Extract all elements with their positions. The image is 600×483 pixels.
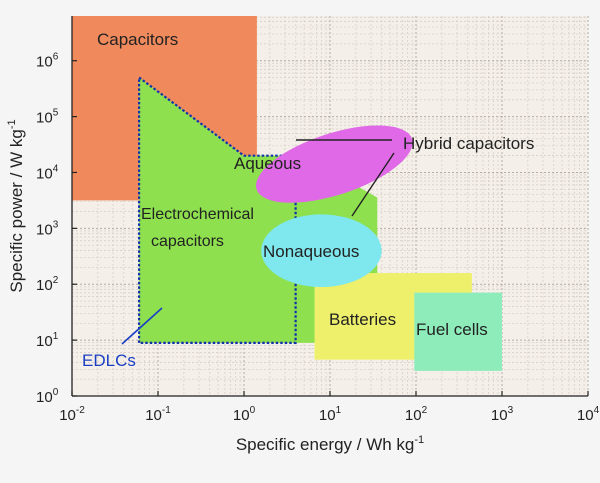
x-tick-base: 10 bbox=[233, 407, 250, 424]
y-tick-base: 10 bbox=[36, 221, 53, 238]
nonaqueous-label: Nonaqueous bbox=[263, 242, 359, 261]
y-tick-label: 104 bbox=[36, 163, 59, 182]
y-axis-title: Specific power / W kg-1 bbox=[6, 119, 26, 292]
aqueous-label: Aqueous bbox=[234, 154, 301, 173]
tick-marks bbox=[71, 60, 589, 397]
x-tick-exp: 3 bbox=[508, 405, 514, 416]
x-tick-exp: 1 bbox=[336, 405, 342, 416]
y-tick-base: 10 bbox=[36, 165, 53, 182]
x-tick-label: 100 bbox=[233, 405, 256, 424]
y-tick-label: 103 bbox=[36, 219, 59, 238]
edlcs-boundary bbox=[137, 75, 297, 345]
x-tick-base: 10 bbox=[59, 407, 76, 424]
y-tick-exp: 5 bbox=[53, 108, 59, 119]
capacitors-label: Capacitors bbox=[97, 30, 178, 49]
x-tick-exp: -2 bbox=[76, 405, 85, 416]
x-axis-title: Specific energy / Wh kg-1 bbox=[236, 434, 424, 454]
y-tick-label: 101 bbox=[36, 331, 59, 350]
x-tick-label: 103 bbox=[491, 405, 514, 424]
hybrid-nonaqueous-leader bbox=[351, 152, 395, 217]
x-axis-title-text: Specific energy / Wh kg bbox=[236, 435, 415, 454]
x-tick-exp: 2 bbox=[422, 405, 428, 416]
x-tick-base: 10 bbox=[319, 407, 336, 424]
fuel-cells-label: Fuel cells bbox=[416, 320, 488, 339]
x-tick-base: 10 bbox=[491, 407, 508, 424]
hybrid-capacitors-label: Hybrid capacitors bbox=[403, 134, 534, 153]
y-tick-exp: 2 bbox=[53, 275, 59, 286]
y-tick-exp: 3 bbox=[53, 219, 59, 230]
y-tick-exp: 4 bbox=[53, 163, 59, 174]
x-tick-exp: -1 bbox=[162, 405, 171, 416]
y-tick-label: 105 bbox=[36, 108, 59, 127]
electrochemical-label: Electrochemical bbox=[141, 206, 254, 223]
capacitors-sub-label: capacitors bbox=[151, 233, 224, 250]
edlcs-label: EDLCs bbox=[82, 351, 136, 370]
y-tick-label: 100 bbox=[36, 387, 59, 406]
nonaqueous-region bbox=[261, 214, 382, 288]
y-tick-exp: 0 bbox=[53, 387, 59, 398]
x-axis-title-sup: -1 bbox=[414, 434, 424, 446]
y-tick-label: 102 bbox=[36, 275, 59, 294]
y-tick-exp: 6 bbox=[53, 52, 59, 63]
x-tick-label: 10-1 bbox=[145, 405, 171, 424]
x-tick-label: 101 bbox=[319, 405, 342, 424]
x-tick-exp: 0 bbox=[250, 405, 256, 416]
x-tick-base: 10 bbox=[405, 407, 422, 424]
x-tick-label: 104 bbox=[577, 405, 600, 424]
y-axis-title-text: Specific power / W kg bbox=[7, 129, 26, 292]
y-tick-base: 10 bbox=[36, 54, 53, 71]
fuel-cells-region bbox=[414, 292, 502, 371]
x-tick-label: 102 bbox=[405, 405, 428, 424]
y-tick-base: 10 bbox=[36, 333, 53, 350]
y-axis-title-sup: -1 bbox=[6, 119, 18, 129]
edlcs-leader bbox=[121, 307, 163, 345]
x-tick-base: 10 bbox=[145, 407, 162, 424]
batteries-label: Batteries bbox=[329, 310, 396, 329]
y-tick-label: 106 bbox=[36, 52, 59, 71]
x-tick-label: 10-2 bbox=[59, 405, 85, 424]
x-tick-labels: 10-2 10-1 100 101 102 103 104 bbox=[59, 405, 599, 424]
y-tick-exp: 1 bbox=[53, 331, 59, 342]
y-tick-base: 10 bbox=[36, 277, 53, 294]
x-tick-exp: 4 bbox=[594, 405, 600, 416]
x-tick-base: 10 bbox=[577, 407, 594, 424]
y-tick-base: 10 bbox=[36, 110, 53, 127]
aqueous-region bbox=[256, 125, 413, 203]
y-tick-base: 10 bbox=[36, 389, 53, 406]
